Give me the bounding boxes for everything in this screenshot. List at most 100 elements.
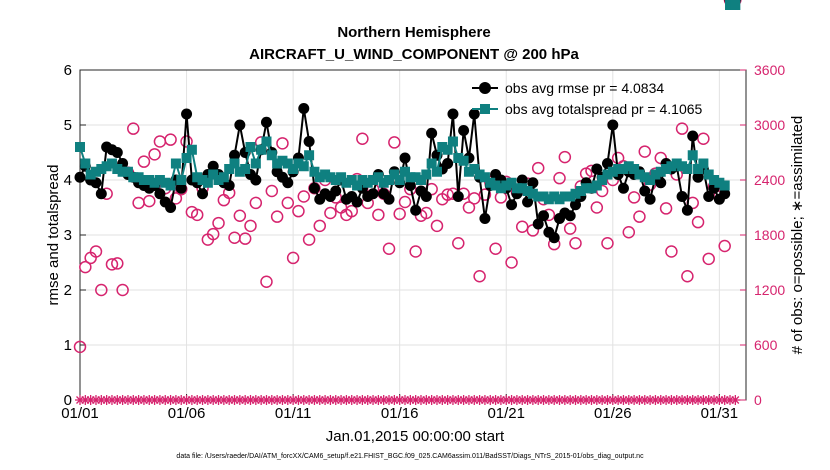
rmse-point (458, 125, 470, 136)
y-tick-label-left: 1 (64, 337, 72, 354)
totalspread-point (442, 144, 453, 155)
obs-possible-point (95, 283, 108, 297)
rmse-point (399, 152, 411, 164)
rmse-point (442, 158, 454, 169)
totalspread-point (224, 164, 235, 174)
totalspread-point (463, 166, 474, 177)
x-tick-label: 01/31 (701, 405, 739, 422)
totalspread-point (629, 164, 640, 174)
rmse-point (527, 177, 539, 189)
obs-possible-point (462, 201, 476, 214)
totalspread-point (341, 177, 352, 188)
totalspread-point (447, 136, 458, 147)
totalspread-point (170, 158, 181, 169)
obs-possible-point (270, 210, 284, 223)
totalspread-point (282, 158, 293, 169)
rmse-point (703, 191, 715, 202)
obs-possible-point (452, 237, 465, 250)
totalspread-point (639, 172, 650, 183)
totalspread-point (570, 188, 581, 199)
totalspread-point (506, 177, 517, 188)
x-tick-label: 01/01 (61, 405, 99, 422)
rmse-point (655, 177, 667, 189)
totalspread-point (437, 142, 448, 152)
rmse-point (479, 213, 491, 224)
totalspread-point (240, 164, 251, 174)
totalspread-point (415, 175, 426, 185)
totalspread-point (431, 166, 442, 177)
rmse-point (607, 119, 619, 131)
totalspread-point (479, 172, 490, 183)
obs-possible-point (313, 219, 327, 233)
x-tick-label: 01/16 (381, 405, 419, 422)
totalspread-point (586, 183, 597, 194)
totalspread-point (655, 166, 666, 177)
totalspread-point (138, 175, 149, 185)
rmse-point (74, 171, 86, 183)
rmse-point (229, 149, 241, 161)
y-tick-label-right: 0 (754, 392, 762, 408)
totalspread-point (133, 172, 144, 183)
totalspread-point (410, 172, 421, 183)
obs-possible-point (489, 242, 502, 255)
totalspread-point (671, 158, 682, 169)
totalspread-point (357, 175, 368, 185)
totalspread-point (122, 166, 133, 177)
obs-possible-point (292, 204, 305, 218)
rmse-point (548, 232, 560, 244)
obs-possible-point (89, 245, 103, 258)
obs-possible-point (233, 209, 247, 222)
obs-possible-point (398, 195, 412, 209)
totalspread-point (85, 169, 96, 180)
totalspread-point (511, 183, 522, 194)
obs-possible-point (627, 191, 641, 204)
y-axis-label-left: rmse and totalspread (45, 165, 62, 306)
chart-title-line2: AIRCRAFT_U_WIND_COMPONENT @ 200 hPa (249, 46, 579, 63)
legend-rmse-label: obs avg rmse pr = 4.0834 (505, 80, 664, 96)
totalspread-point (96, 164, 107, 174)
totalspread-point (384, 175, 395, 185)
obs-possible-point (281, 196, 295, 210)
totalspread-point (575, 186, 586, 196)
totalspread-point (304, 150, 315, 161)
totalspread-point (719, 180, 730, 191)
totalspread-point (394, 175, 405, 185)
rmse-point (506, 199, 518, 211)
obs-possible-point (473, 270, 486, 283)
totalspread-point (538, 191, 549, 202)
obs-possible-point (127, 122, 140, 135)
totalspread-point (725, 0, 736, 10)
x-axis-label: Jan.01,2015 00:00:00 start (326, 428, 505, 445)
obs-possible-point (345, 204, 358, 218)
obs-possible-point (702, 252, 715, 266)
obs-possible-point (249, 196, 263, 210)
rmse-point (516, 174, 528, 186)
rmse-point (532, 218, 544, 230)
obs-possible-point (206, 227, 220, 241)
rmse-point (330, 185, 342, 197)
totalspread-point (687, 150, 698, 161)
totalspread-point (181, 153, 192, 163)
obs-possible-point (420, 206, 433, 220)
legend-rmse-marker (479, 82, 491, 94)
totalspread-point (362, 177, 373, 188)
rmse-point (447, 108, 459, 120)
totalspread-point (75, 142, 85, 152)
rmse-point (207, 160, 219, 172)
y-tick-label-left: 3 (64, 227, 72, 244)
obs-possible-point (116, 283, 129, 297)
legend: obs avg rmse pr = 4.0834 obs avg totalsp… (472, 80, 703, 117)
rmse-point (383, 193, 395, 205)
totalspread-point (373, 172, 384, 183)
rmse-point (426, 127, 438, 139)
rmse-point (250, 174, 262, 186)
obs-possible-point (590, 201, 604, 214)
totalspread-series (75, 0, 741, 205)
obs-possible-point (659, 202, 673, 215)
obs-possible-point (212, 216, 225, 230)
obs-possible-point (105, 258, 119, 271)
totalspread-point (346, 175, 357, 185)
obs-possible-point (356, 132, 369, 145)
totalspread-point (421, 169, 432, 180)
